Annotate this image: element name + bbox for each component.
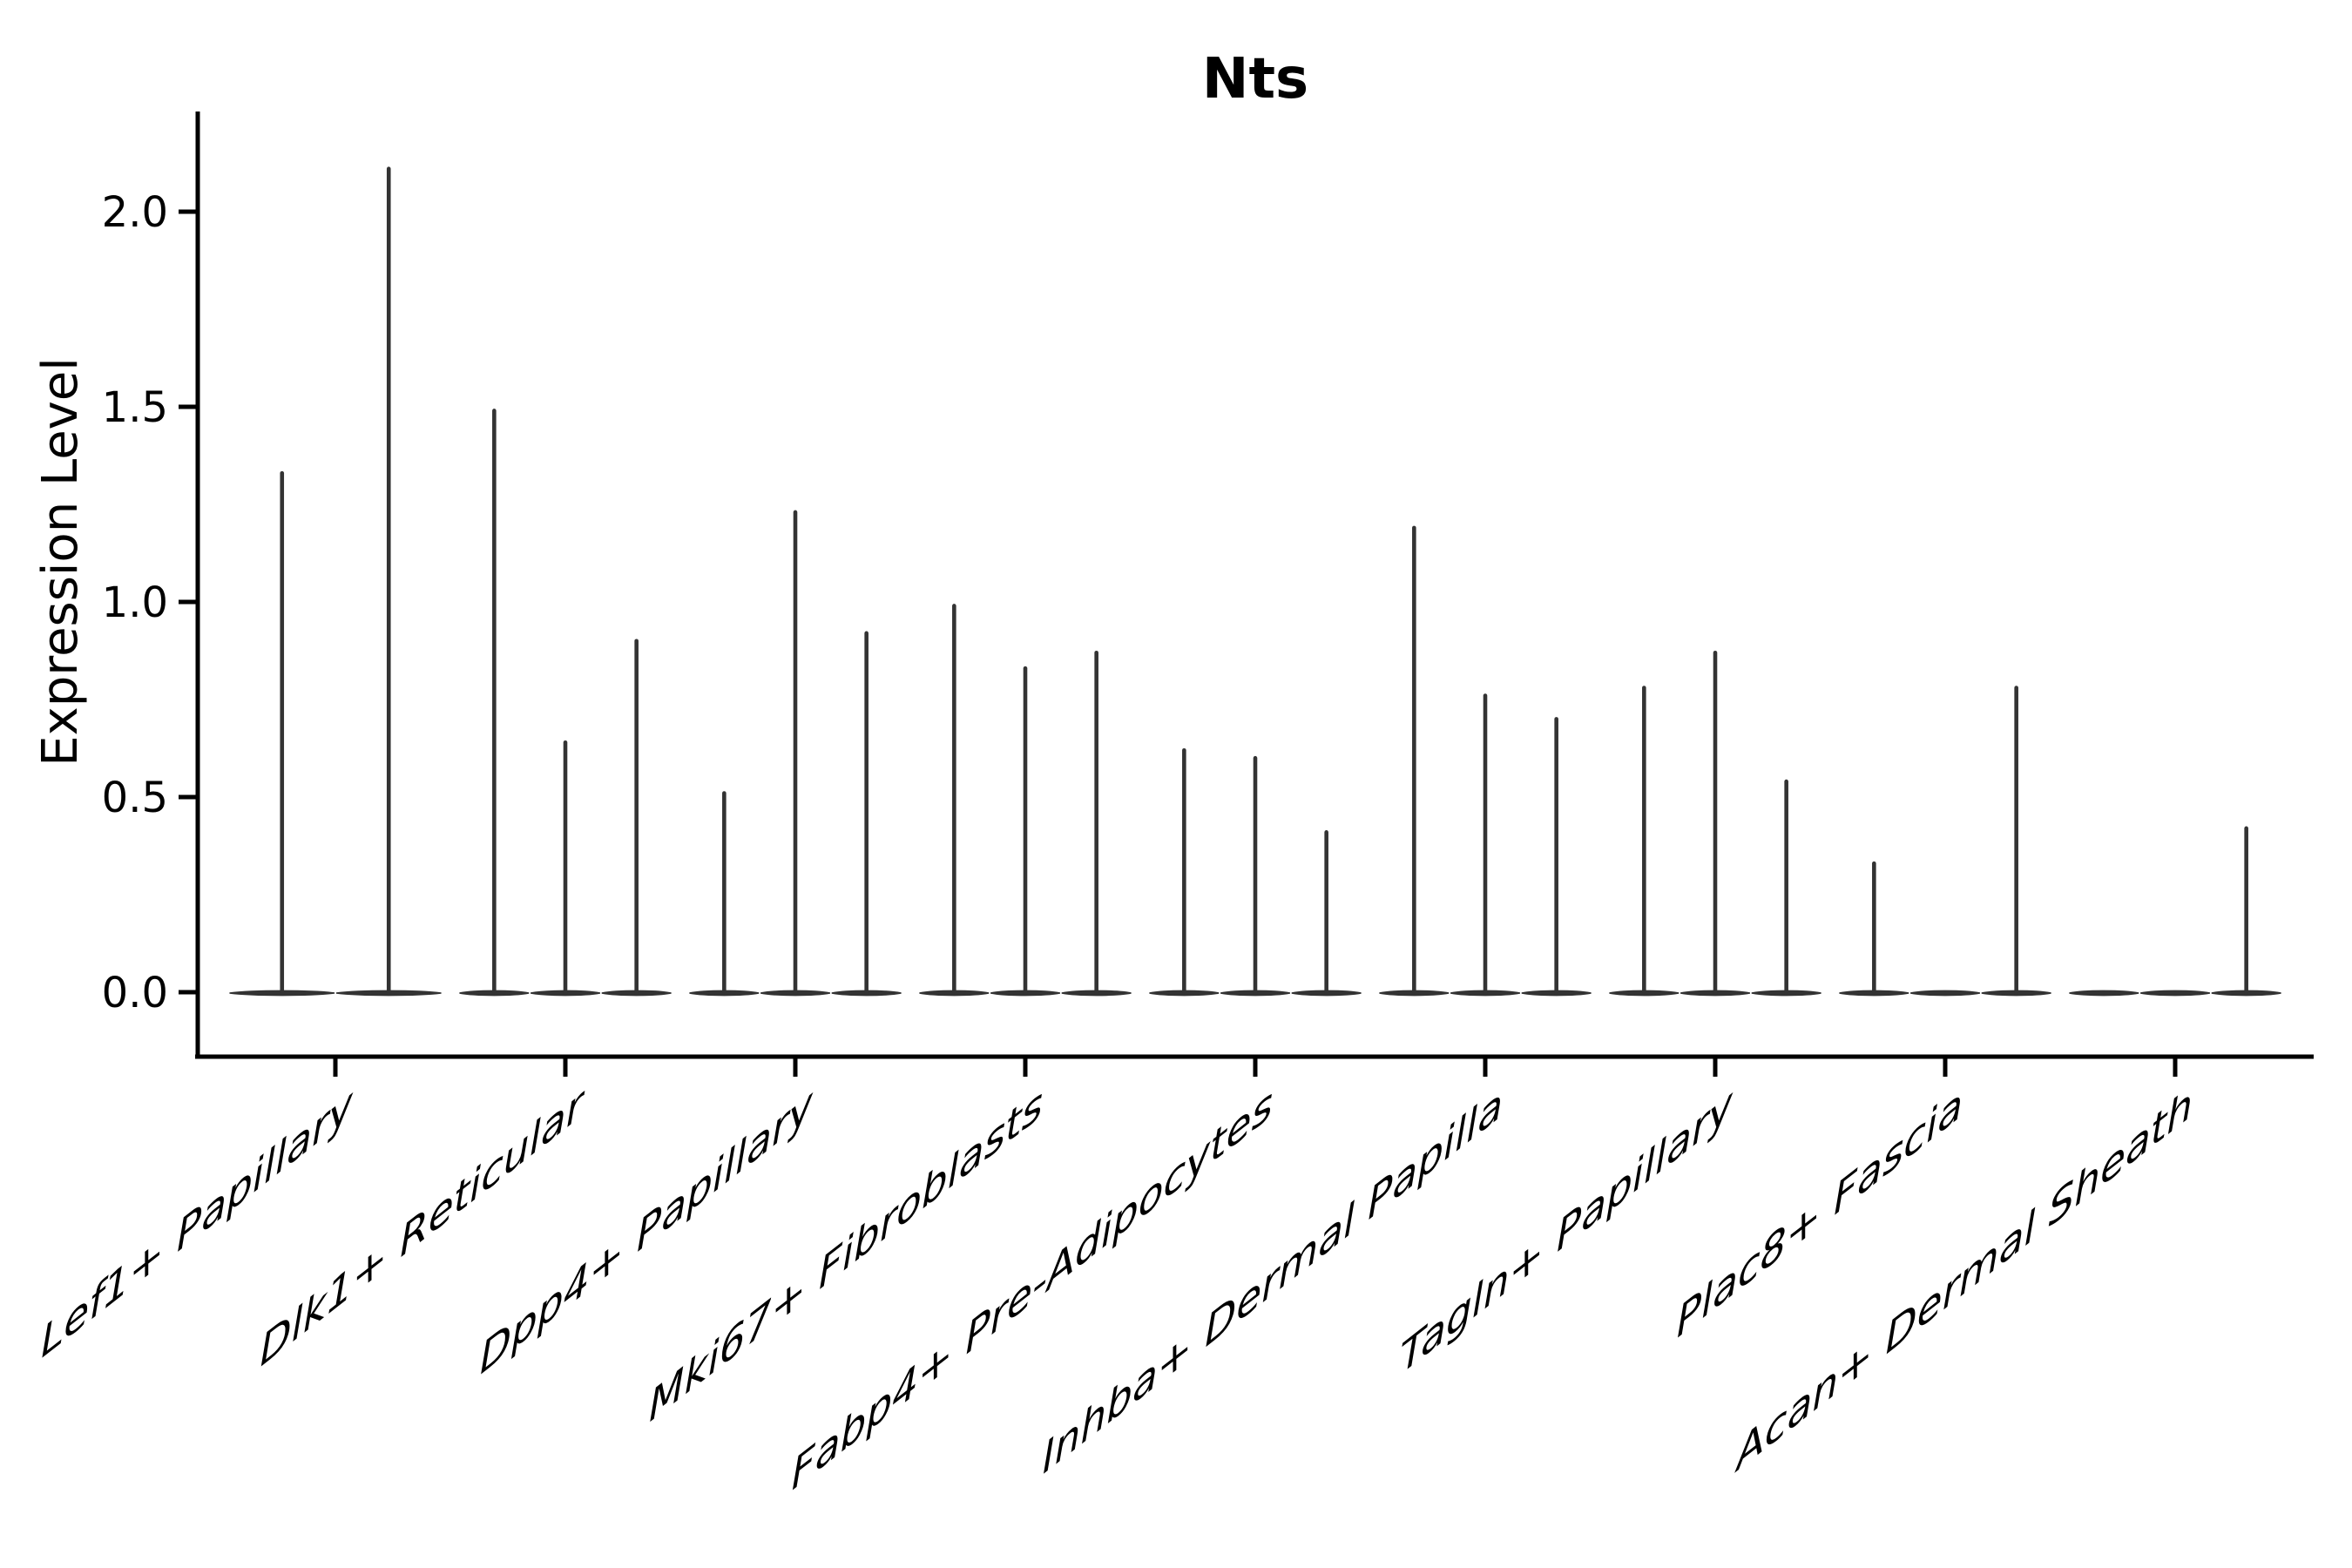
y-tick-label: 2.0 [102, 188, 168, 237]
violin-base [1910, 990, 1980, 997]
y-axis: 0.0 0.5 1.0 1.5 2.0 [102, 188, 198, 1017]
x-tick-label: Fabp4+ Pre-Adipocytes [792, 1077, 1273, 1501]
violin-base [2140, 990, 2210, 997]
violin-base [2069, 990, 2139, 997]
y-axis-label: Expression Level [32, 357, 89, 767]
x-tick-label: Inhba+ Dermal Papilla [1043, 1077, 1503, 1484]
y-tick-label: 0.5 [102, 774, 168, 822]
y-tick-label: 0.0 [102, 969, 168, 1017]
x-tick-label: Mki67+ Fibroblasts [649, 1077, 1043, 1432]
chart-title: Nts [1202, 47, 1308, 112]
y-tick-label: 1.0 [102, 578, 168, 627]
y-tick-label: 1.5 [102, 383, 168, 432]
x-tick-label: Acan+ Dermal Sheath [1734, 1077, 2193, 1483]
violins-layer [229, 166, 2281, 997]
